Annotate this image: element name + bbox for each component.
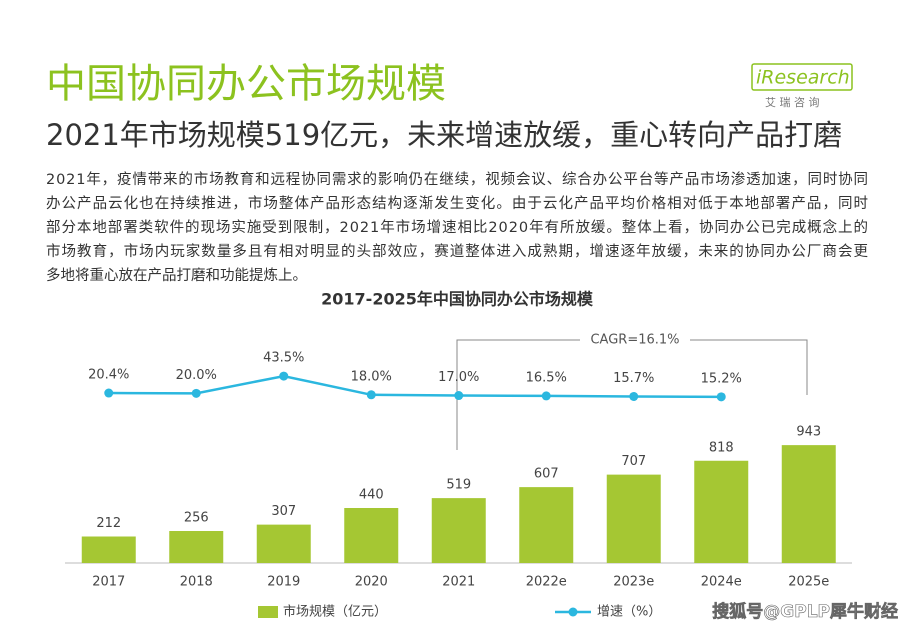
bar-label: 707	[621, 454, 646, 469]
growth-point	[366, 390, 376, 400]
subtitle: 2021年市场规模519亿元，未来增速放缓，重心转向产品打磨	[46, 118, 842, 152]
growth-point	[191, 388, 201, 398]
chart-title: 2017-2025年中国协同办公市场规模	[321, 290, 594, 309]
x-tick-label: 2024e	[701, 575, 742, 590]
body-line: 办公产品云化也在持续推进，市场整体产品形态结构逐渐发生变化。由于云化产品平均价格…	[46, 195, 868, 212]
legend-swatch-dot	[568, 607, 578, 617]
bar	[81, 536, 136, 563]
growth-label: 17.0%	[438, 370, 479, 385]
growth-point	[629, 391, 639, 401]
growth-point	[104, 388, 114, 398]
bar	[606, 474, 661, 563]
bar-label: 519	[446, 478, 471, 493]
growth-point	[279, 371, 289, 381]
bar	[431, 498, 486, 563]
x-tick-label: 2019	[267, 575, 300, 590]
body-text: 2021年，疫情带来的市场教育和远程协同需求的影响仍在继续，视频会议、综合办公平…	[46, 170, 869, 284]
bar-label: 607	[534, 467, 559, 482]
growth-label: 20.0%	[176, 368, 217, 383]
x-tick-label: 2021	[442, 575, 475, 590]
x-tick-label: 2025e	[788, 575, 829, 590]
logo-sub: 艾 瑞 咨 询	[765, 95, 820, 109]
growth-label: 43.5%	[263, 351, 304, 366]
x-tick-label: 2022e	[526, 575, 567, 590]
bar-label: 307	[271, 504, 296, 519]
growth-point	[716, 392, 726, 402]
cagr-bracket	[456, 339, 808, 450]
bar	[169, 531, 224, 563]
growth-label: 15.2%	[701, 371, 742, 386]
legend-label: 增速（%）	[597, 605, 661, 620]
growth-point	[541, 391, 551, 401]
growth-label: 18.0%	[351, 369, 392, 384]
x-tick-label: 2023e	[613, 575, 654, 590]
growth-point	[454, 391, 464, 401]
bar	[519, 487, 574, 563]
bar-label: 212	[96, 516, 121, 531]
cagr-label: CAGR=16.1%	[590, 333, 679, 348]
growth-line	[108, 374, 722, 399]
bar	[344, 508, 399, 563]
x-tick-label: 2017	[92, 575, 125, 590]
x-tick-label: 2018	[180, 575, 213, 590]
growth-label: 16.5%	[526, 370, 567, 385]
bar-label: 256	[184, 511, 209, 526]
logo-box	[751, 63, 853, 91]
bar-label: 818	[709, 440, 734, 455]
x-tick-label: 2020	[355, 575, 388, 590]
legend-label: 市场规模（亿元）	[283, 604, 387, 620]
body-line: 部分本地部署类软件的现场实施受到限制，2021年市场增速相比2020年有所放缓。…	[46, 218, 868, 236]
growth-label: 20.4%	[88, 368, 129, 383]
page-title: 中国协同办公市场规模	[46, 61, 446, 107]
bar-label: 943	[796, 425, 821, 440]
watermark: 搜狐号@GPLP犀牛财经	[712, 601, 898, 622]
growth-label: 15.7%	[613, 371, 654, 386]
bar	[694, 460, 749, 563]
legend-swatch	[258, 606, 278, 618]
bar-label: 440	[359, 488, 384, 503]
body-line: 多地将重心放在产品打磨和功能提炼上。	[46, 267, 307, 284]
bar	[256, 524, 311, 563]
bar	[781, 445, 836, 563]
logo: iResearch	[756, 67, 850, 89]
body-line: 市场教育，市场内玩家数量多且有相对明显的头部效应，赛道整体进入成熟期，增速逐年放…	[46, 242, 869, 260]
plot: 2017 2018 2019 2020 2021 2022e 2023e 2024e 2025e…	[81, 351, 836, 620]
body-line: 2021年，疫情带来的市场教育和远程协同需求的影响仍在继续，视频会议、综合办公平…	[46, 170, 868, 188]
